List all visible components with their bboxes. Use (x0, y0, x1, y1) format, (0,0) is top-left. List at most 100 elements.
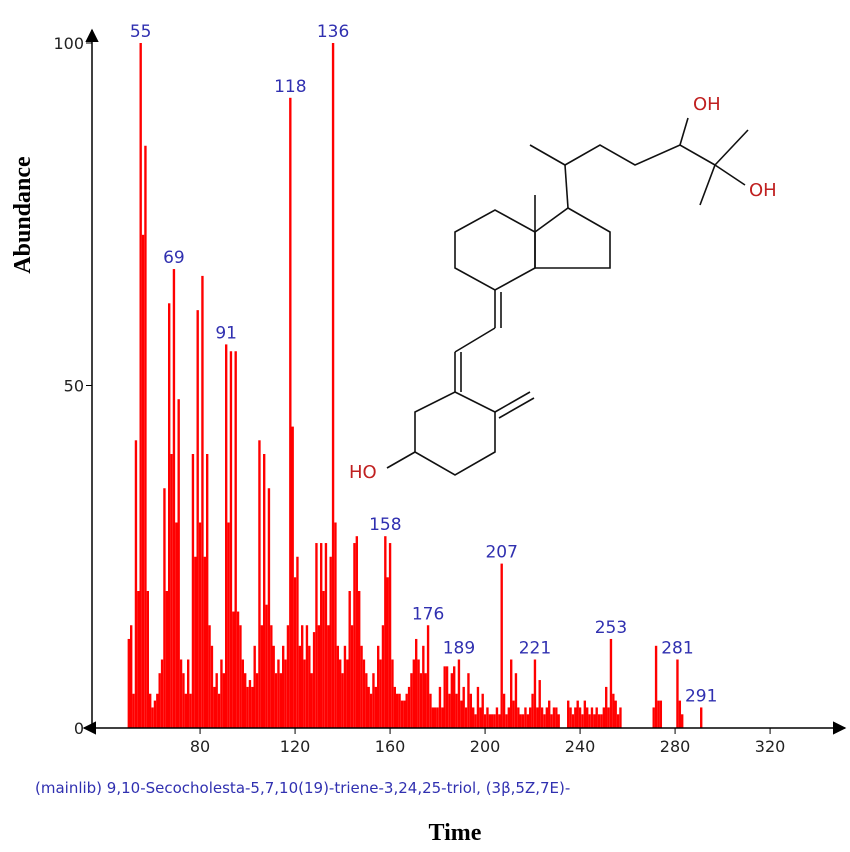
peak-bar (576, 700, 579, 728)
peak-bar (586, 707, 589, 728)
peak-bar (315, 543, 318, 728)
peak-bar (198, 522, 202, 728)
peak-bar (552, 707, 556, 728)
peak-bar (424, 673, 427, 728)
y-axis-label: Abundance (10, 156, 36, 274)
x-tick-label: 280 (660, 737, 691, 756)
x-tick-label: 160 (375, 737, 406, 756)
peak-bar (659, 700, 663, 728)
peak-bar (322, 591, 325, 728)
peak-bar (438, 686, 442, 728)
peak-label: 55 (130, 22, 152, 42)
peak-bar (434, 707, 437, 728)
peak-bar (260, 625, 264, 728)
peak-bar (353, 543, 356, 728)
peak-bar (550, 714, 553, 728)
peak-bar (612, 693, 615, 728)
peak-bar (187, 659, 190, 728)
peak-bar (182, 673, 185, 728)
peak-bar (346, 659, 349, 728)
peak-bar (483, 714, 487, 728)
peak-bar (600, 714, 603, 728)
peak-bar (654, 645, 658, 728)
peak-bar (548, 700, 551, 728)
peak-bar (239, 625, 242, 728)
peak-bar (578, 707, 582, 728)
peak-bar (441, 707, 444, 728)
peak-bar (324, 543, 328, 728)
peak-bar (234, 351, 237, 728)
peak-bar (139, 43, 142, 728)
x-tick-label: 200 (470, 737, 501, 756)
peak-bar (597, 714, 601, 728)
peak-bar (569, 707, 572, 728)
peak-label: 91 (215, 323, 237, 343)
peak-bar (500, 563, 503, 728)
peak-bar (495, 707, 499, 728)
peak-bar (343, 645, 347, 728)
x-tick-label: 320 (755, 737, 786, 756)
peak-bar (436, 707, 439, 728)
peak-bar (605, 686, 608, 728)
peak-bar (251, 686, 254, 728)
peak-bar (583, 700, 587, 728)
peak-bar (479, 707, 482, 728)
peak-bar (191, 454, 195, 728)
peak-bar (474, 714, 477, 728)
peak-bar (590, 707, 594, 728)
peak-bar (358, 591, 361, 728)
peak-bar (270, 625, 273, 728)
peak-bar (514, 673, 518, 728)
peak-bar (521, 714, 525, 728)
peak-bar (700, 707, 703, 728)
peak-label: 189 (443, 639, 475, 659)
peak-bar (289, 97, 292, 729)
peak-bar (170, 454, 173, 728)
peak-bar (415, 638, 418, 728)
peak-bar (407, 686, 411, 728)
peak-bar (393, 686, 397, 728)
y-tick-label: 50 (64, 377, 84, 396)
peak-bar (210, 645, 214, 728)
peak-bar (213, 686, 216, 728)
peak-label: 158 (369, 515, 401, 535)
peak-bar (462, 686, 465, 728)
peak-bar (536, 707, 539, 728)
peak-bar (149, 693, 152, 728)
peak-bar (291, 426, 294, 728)
peak-bar (274, 673, 278, 728)
peak-bar (412, 659, 416, 728)
peak-bar (524, 707, 527, 728)
peak-bar (184, 693, 188, 728)
peak-bar (258, 440, 261, 728)
peak-bar (567, 700, 570, 728)
peak-bar (681, 714, 684, 728)
peak-bar (388, 543, 392, 728)
x-axis-label: Time (429, 820, 482, 846)
x-tick-label: 240 (565, 737, 596, 756)
peak-bar (419, 673, 423, 728)
peak-label: 136 (317, 22, 349, 42)
peak-bar (160, 659, 164, 728)
peak-bar (464, 707, 468, 728)
peak-bar (481, 693, 484, 728)
peak-bar (246, 686, 249, 728)
peak-bar (652, 707, 655, 728)
peak-bar (301, 625, 304, 728)
peak-bar (146, 591, 150, 728)
structure (386, 117, 749, 476)
peak-bar (229, 351, 233, 728)
peak-bar (317, 625, 321, 728)
peak-bar (381, 625, 385, 728)
peak-bar (220, 659, 223, 728)
peak-bar (303, 659, 306, 728)
peak-bar (372, 673, 375, 728)
peak-bar (158, 673, 161, 728)
peak-bar (244, 673, 247, 728)
peak-bar (557, 714, 560, 728)
peak-bar (208, 625, 211, 728)
peak-bar (367, 686, 370, 728)
peak-label: 281 (661, 639, 693, 659)
peak-bar (657, 700, 660, 728)
peak-bar (236, 611, 240, 728)
